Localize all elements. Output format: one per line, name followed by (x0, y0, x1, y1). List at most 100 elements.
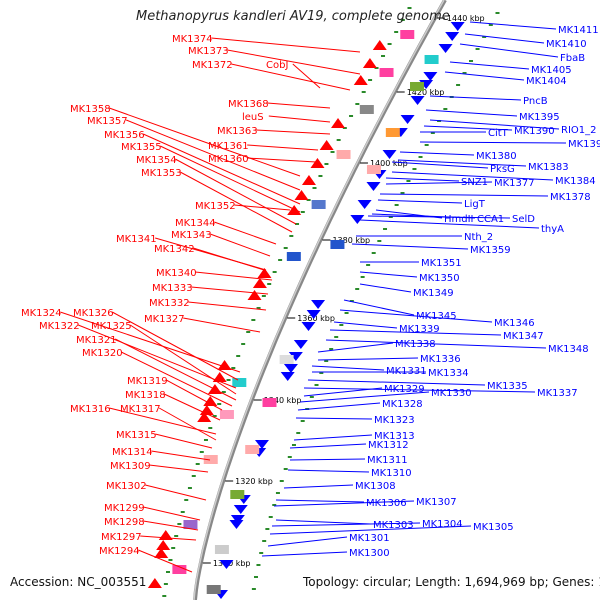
feature-block (232, 378, 247, 387)
gene-label-right: MK1405 (531, 65, 572, 76)
reverse-gene-arrow (229, 520, 244, 529)
gene-label-right: PncB (523, 96, 548, 107)
gene-label-left: MK1298 (104, 517, 145, 528)
gene-label-right: MK1351 (421, 258, 462, 269)
leader-line-left (109, 107, 301, 177)
leader-line-right (399, 151, 475, 156)
reverse-gene-arrow (400, 115, 415, 124)
gene-label-right: MK1323 (374, 415, 415, 426)
gene-label-right: MK1339 (399, 324, 440, 335)
gene-label-left: MK1353 (141, 168, 182, 179)
reverse-gene-arrow (288, 352, 303, 361)
reverse-gene-arrow (438, 44, 453, 53)
kbp-label: 1380 kbp (332, 236, 370, 245)
gene-label-right: MK1378 (550, 192, 591, 203)
feature-block (359, 105, 374, 114)
feature-block (230, 490, 245, 499)
forward-gene-arrow (252, 278, 267, 288)
gene-label-right: MK1308 (355, 481, 396, 492)
feature-block (262, 398, 277, 407)
leader-line-left (145, 484, 207, 501)
forward-gene-arrow (362, 58, 377, 68)
forward-gene-arrow (212, 372, 227, 382)
feature-block (183, 520, 198, 529)
gene-label-right: MK1334 (428, 368, 469, 379)
feature-block (286, 252, 301, 261)
kbp-label: 1360 kbp (297, 314, 335, 323)
gene-label-left: MK1360 (208, 154, 249, 165)
gene-label-right: MK1306 (366, 498, 407, 509)
gene-label-right: MK1335 (487, 381, 528, 392)
gene-label-left: MK1355 (121, 142, 162, 153)
gene-label-left: MK1319 (127, 376, 168, 387)
leader-line-right (287, 469, 370, 473)
leader-line-left (247, 144, 319, 151)
reverse-gene-arrow (450, 22, 465, 31)
leader-line-right (303, 387, 383, 397)
feature-block (311, 200, 326, 209)
reverse-gene-arrow (219, 560, 234, 569)
leader-line-right (359, 271, 418, 278)
reverse-gene-arrow (233, 505, 248, 514)
forward-gene-arrow (294, 190, 309, 200)
forward-gene-arrow (353, 75, 368, 85)
leader-line-right (359, 283, 412, 293)
leader-line-left (138, 549, 193, 573)
gene-label-left: MK1321 (76, 335, 117, 346)
leader-line-left (114, 338, 237, 401)
kbp-label: 1440 kbp (447, 14, 485, 23)
gene-label-left: MK1327 (144, 314, 185, 325)
gene-label-right: MK1307 (416, 497, 457, 508)
gene-label-right: MK1384 (555, 176, 596, 187)
gene-label-right: MK1337 (537, 388, 578, 399)
gene-label-right: MK1338 (395, 339, 436, 350)
leader-line-left (193, 247, 265, 271)
gene-label-left: MK1358 (70, 104, 111, 115)
gene-label-left: MK1368 (228, 99, 269, 110)
gene-label-left: MK1357 (87, 116, 128, 127)
gene-label-left: MK1302 (106, 481, 147, 492)
gene-label-right: MK1347 (503, 331, 544, 342)
gene-label-right: FbaB (560, 53, 585, 64)
leader-line-right (303, 387, 536, 393)
leader-line-left (174, 158, 297, 225)
gene-label-left: MK1297 (101, 532, 142, 543)
leader-line-left (155, 433, 213, 449)
leader-line-right (333, 321, 398, 329)
leader-line-right (444, 71, 525, 81)
gene-label-left: MK1333 (152, 283, 193, 294)
gene-label-right: MK1380 (476, 151, 517, 162)
gene-label-left: MK1372 (192, 60, 233, 71)
reverse-gene-arrow (423, 72, 438, 81)
gene-label-left: MK1316 (70, 404, 111, 415)
leader-line-right (273, 500, 415, 507)
gene-label-right: LigT (464, 199, 486, 210)
leader-line-right (311, 365, 385, 371)
gene-label-left: leuS (242, 112, 264, 123)
leader-line-left (256, 129, 331, 135)
gene-label-left: MK1356 (104, 130, 145, 141)
gene-label-right: MK1329 (384, 384, 425, 395)
gene-label-right: MK1311 (367, 455, 408, 466)
feature-block (172, 565, 187, 574)
gene-label-right: CitT (488, 128, 509, 139)
gene-label-left: MK1314 (112, 447, 153, 458)
leader-line-right (429, 119, 560, 130)
leader-line-left (195, 271, 273, 281)
leader-line-right (429, 95, 522, 101)
leader-line-right (297, 402, 381, 411)
topology-text: Topology: circular; Length: 1,694,969 bp… (303, 575, 600, 589)
feature-block (214, 545, 229, 554)
feature-block (219, 410, 234, 419)
leader-line-right (385, 177, 460, 182)
leader-line-right (459, 43, 559, 58)
gene-label-right: MK1390 (514, 126, 555, 137)
gene-label-right: PksG (490, 164, 515, 175)
gene-label-left: MK1299 (104, 503, 145, 514)
leader-line-left (142, 133, 301, 205)
gene-label-right: MK1303 (373, 520, 414, 531)
reverse-gene-arrow (306, 310, 321, 319)
gene-label-right: MK1310 (371, 468, 412, 479)
gene-label-left: MK1343 (171, 230, 212, 241)
gene-label-left: MK1294 (99, 546, 140, 557)
